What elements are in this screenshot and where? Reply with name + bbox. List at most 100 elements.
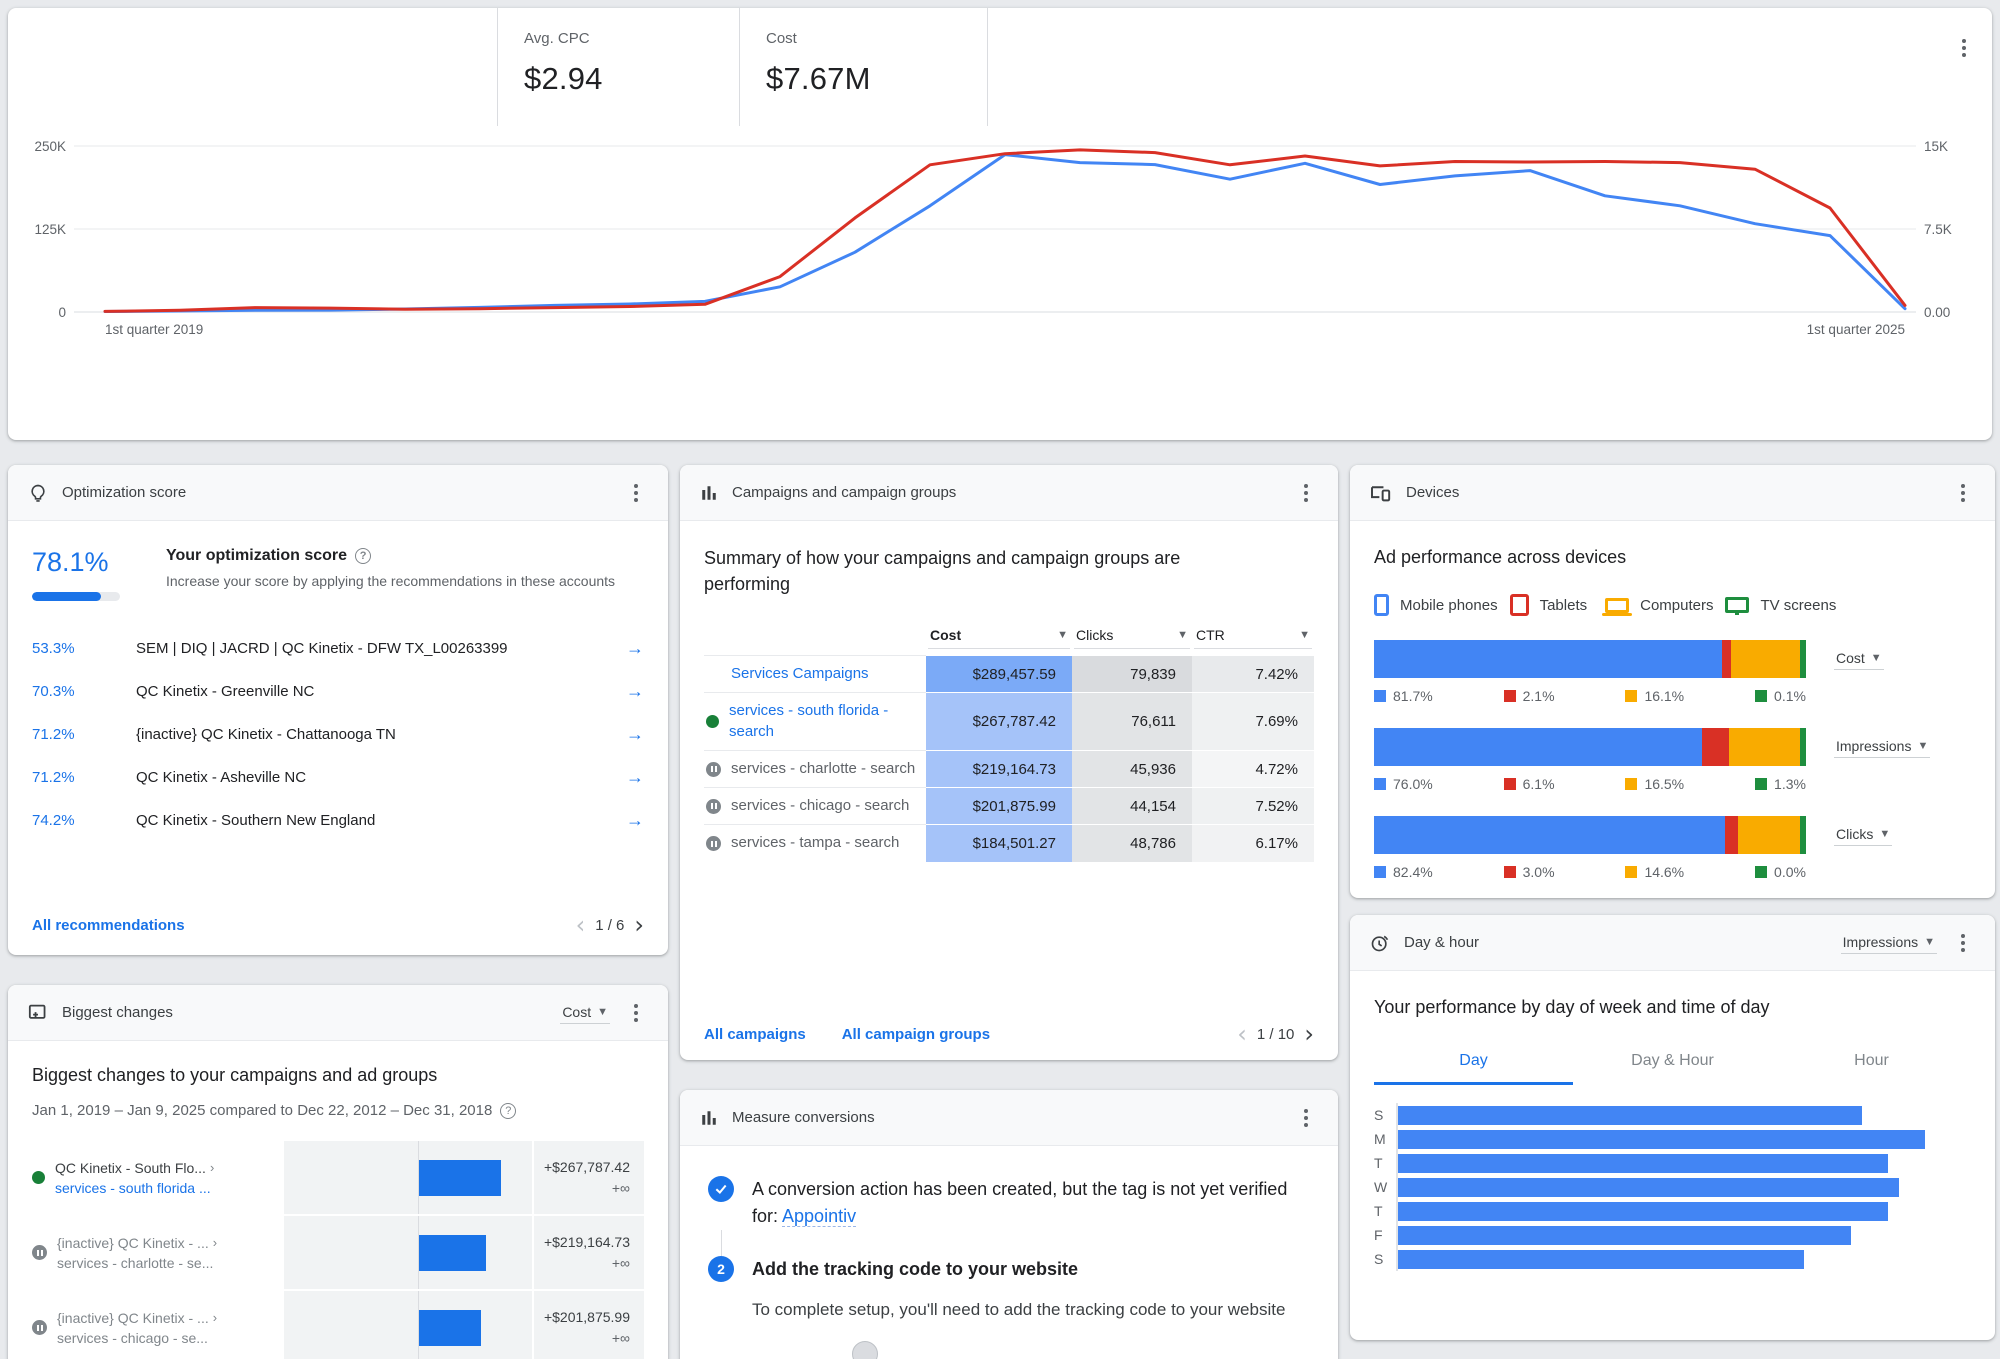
biggest-changes-card: Biggest changes Cost ▼ Biggest changes to… [8,985,668,1359]
tab-day-hour[interactable]: Day & Hour [1631,1052,1714,1069]
stacked-bar [1374,640,1806,678]
metric-card-cost[interactable]: Cost $7.67M [740,8,988,126]
next-page-button[interactable]: › [634,911,644,939]
metric-label: Avg. CPC [524,30,590,47]
biggest-changes-metric-dropdown[interactable]: Cost ▼ [560,1002,610,1024]
campaign-parent-name[interactable]: QC Kinetix - South Flo... › [55,1159,215,1176]
device-metric-dropdown-1[interactable]: Cost ▼ [1834,648,1884,670]
cell-cost: $184,501.27 [926,824,1072,862]
tab-day[interactable]: Day [1374,1042,1573,1085]
cell-cost: $219,164.73 [926,749,1072,788]
day-label: T [1374,1155,1383,1171]
day-hour-metric-dropdown[interactable]: Impressions ▼ [1840,932,1937,954]
account-name: QC Kinetix - Asheville NC [136,769,307,786]
campaign-parent-name[interactable]: {inactive} QC Kinetix - ... › [57,1309,218,1326]
segment-percentage: 16.5% [1625,776,1684,792]
day-bar-row: S [1374,1247,1971,1271]
biggest-changes-menu-button[interactable] [624,1001,648,1025]
status-enabled-icon [32,1171,45,1184]
campaign-name: services - chicago - search [731,797,910,815]
cell-clicks: 48,786 [1072,824,1192,862]
metric-value: 176K [278,61,352,96]
cell-clicks: 44,154 [1072,787,1192,825]
segment-percentage: 81.7% [1374,688,1433,704]
help-icon[interactable]: ? [355,548,372,564]
day-bar [1398,1249,1804,1269]
column-sort-dropdown-cost[interactable]: Cost ▼ [928,627,1070,650]
optimization-score-value: 78.1% [32,547,109,577]
help-icon[interactable]: ? [500,1102,517,1119]
campaigns-menu-button[interactable] [1294,481,1318,505]
day-hour-menu-button[interactable] [1951,931,1975,955]
devices-menu-button[interactable] [1951,481,1975,505]
prev-page-button[interactable]: ‹ [1237,1020,1247,1048]
status-paused-icon [706,798,721,814]
campaign-name: services - tampa - search [731,834,900,852]
step-2-badge: 2 [708,1256,734,1282]
campaign-row: services - south florida - search $267,78… [704,692,1314,750]
device-metric-dropdown-3[interactable]: Clicks ▼ [1834,824,1893,846]
next-page-button[interactable]: › [1304,1020,1314,1048]
day-bar [1398,1153,1889,1173]
recommendation-row[interactable]: 53.3% SEM | DIQ | JACRD | QC Kinetix - DF… [32,627,644,670]
change-bar-cell [284,1216,532,1289]
day-label: T [1374,1203,1383,1219]
biggest-changes-heading: Biggest changes to your campaigns and ad… [32,1065,438,1085]
bar-segment [1799,728,1806,766]
tab-hour[interactable]: Hour [1854,1052,1889,1069]
ad-group-name[interactable]: services - south florida ... [55,1179,211,1196]
campaigns-summary-text: Summary of how your campaigns and campai… [704,548,1181,595]
day-bar-row: F [1374,1223,1971,1247]
campaign-name[interactable]: services - south florida - search [729,702,889,740]
cell-ctr: 4.72% [1192,749,1314,788]
bar-segment [1722,640,1732,678]
arrow-right-icon[interactable]: → [626,810,644,830]
ad-group-name: services - chicago - se... [57,1329,208,1346]
mobile-phone-icon [1374,594,1389,616]
legend-item: Computers [1602,597,1713,616]
measure-menu-button[interactable] [1294,1106,1318,1130]
legend-item: TV screens [1725,597,1836,615]
prev-page-button[interactable]: ‹ [575,911,586,939]
series-line-conversions [103,148,1907,313]
card-title: Campaigns and campaign groups [732,484,957,501]
arrow-right-icon[interactable]: → [626,638,644,658]
optimization-subtext: Increase your score by applying the reco… [166,573,616,589]
legend-item: Mobile phones [1374,594,1498,616]
help-icon-partial[interactable] [852,1341,878,1359]
tablet-icon [1509,594,1529,616]
arrow-right-icon[interactable]: → [626,767,644,787]
recommendation-score: 53.3% [32,640,75,657]
devices-icon [1371,485,1391,501]
all-recommendations-link[interactable]: All recommendations [32,916,185,934]
axis-label: 0.00 [1924,305,1950,320]
metric-card-conversions[interactable]: Conversions ▼ 176K [252,8,497,126]
bar-chart-icon [702,1110,716,1125]
all-campaign-groups-link[interactable]: All campaign groups [841,1025,991,1043]
day-bar-row: T [1374,1151,1971,1175]
card-title: Measure conversions [732,1109,875,1126]
chart-card-menu-button[interactable] [1952,36,1976,60]
metric-card-avg-cpc[interactable]: Avg. CPC $2.94 [497,8,740,126]
appointiv-link[interactable]: Appointiv [782,1206,857,1227]
device-metric-dropdown-2[interactable]: Impressions ▼ [1834,736,1931,758]
recommendation-row[interactable]: 74.2% QC Kinetix - Southern New England → [32,799,644,842]
campaigns-table: Cost ▼ Clicks ▼ CTR ▼ Services Campaigns $289,4… [704,627,1314,862]
legend-item: Tablets [1509,594,1587,616]
campaign-parent-name[interactable]: {inactive} QC Kinetix - ... › [57,1234,218,1251]
all-campaigns-link[interactable]: All campaigns [704,1025,806,1043]
bar-segment [1374,728,1703,766]
arrow-right-icon[interactable]: → [626,681,644,701]
campaign-name[interactable]: Services Campaigns [731,665,869,683]
recommendation-row[interactable]: 71.2% {inactive} QC Kinetix - Chattanooga… [32,713,644,756]
recommendation-row[interactable]: 70.3% QC Kinetix - Greenville NC → [32,670,644,713]
recommendation-row[interactable]: 71.2% QC Kinetix - Asheville NC → [32,756,644,799]
arrow-right-icon[interactable]: → [626,724,644,744]
optimization-menu-button[interactable] [624,481,648,505]
column-sort-dropdown-ctr[interactable]: CTR ▼ [1194,627,1312,650]
day-label: W [1374,1179,1388,1195]
metric-card-clicks[interactable]: Clicks ▼ 2.61M [8,8,252,126]
status-paused-icon [32,1245,47,1260]
segment-percentage: 16.1% [1625,688,1684,704]
column-sort-dropdown-clicks[interactable]: Clicks ▼ [1074,627,1190,650]
